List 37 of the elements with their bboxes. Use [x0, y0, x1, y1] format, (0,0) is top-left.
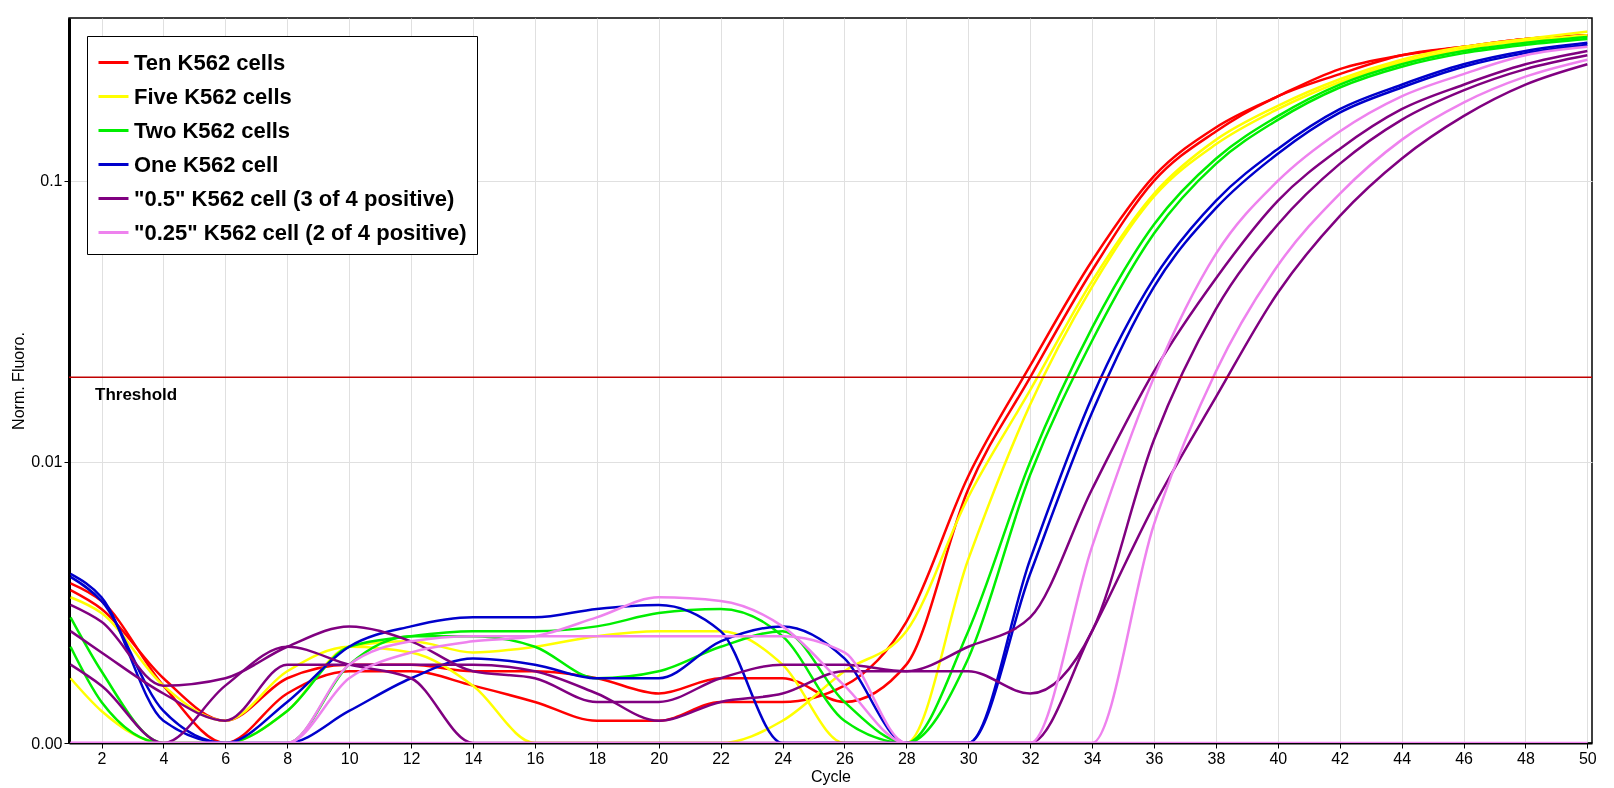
x-tick-label: 30	[959, 749, 978, 767]
x-tick-label: 28	[897, 749, 916, 767]
legend-label: "0.25" K562 cell (2 of 4 positive)	[134, 219, 467, 245]
y-tick-label: 0.00	[31, 734, 63, 752]
x-axis-title: Cycle	[810, 767, 852, 785]
legend-label: One K562 cell	[134, 151, 279, 177]
x-tick-label: 10	[340, 749, 359, 767]
x-tick-label: 6	[221, 749, 231, 767]
x-tick-label: 34	[1083, 749, 1102, 767]
x-tick-label: 8	[283, 749, 293, 767]
x-tick-label: 16	[526, 749, 545, 767]
x-tick-label: 50	[1578, 749, 1597, 767]
x-tick-label: 48	[1517, 749, 1535, 767]
x-tick-label: 38	[1207, 749, 1226, 767]
x-tick-label: 2	[97, 749, 107, 767]
x-tick-label: 40	[1269, 749, 1288, 767]
x-tick-label: 20	[650, 749, 669, 767]
x-tick-label: 18	[588, 749, 607, 767]
x-tick-label: 44	[1393, 749, 1412, 767]
legend-label: Ten K562 cells	[134, 49, 286, 75]
y-tick-label: 0.1	[40, 172, 63, 190]
x-tick-label: 24	[774, 749, 793, 767]
y-tick-label: 0.01	[31, 453, 63, 471]
ref-line-label: Threshold	[95, 385, 178, 405]
x-tick-label: 42	[1331, 749, 1350, 767]
legend-label: Five K562 cells	[134, 83, 292, 109]
x-tick-label: 22	[712, 749, 731, 767]
x-tick-label: 12	[402, 749, 421, 767]
x-tick-label: 14	[464, 749, 483, 767]
legend-label: "0.5" K562 cell (3 of 4 positive)	[134, 185, 455, 211]
y-axis-title: Norm. Fluoro.	[10, 332, 28, 430]
x-tick-label: 32	[1021, 749, 1040, 767]
legend-label: Two K562 cells	[134, 117, 291, 143]
x-tick-label: 4	[159, 749, 169, 767]
x-tick-label: 36	[1145, 749, 1164, 767]
x-tick-label: 46	[1455, 749, 1474, 767]
x-tick-label: 26	[836, 749, 854, 767]
